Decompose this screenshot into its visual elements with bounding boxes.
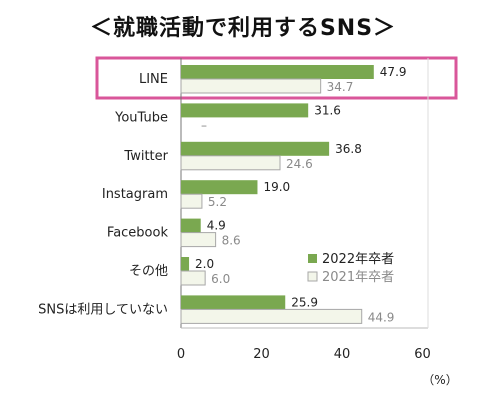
unit-label: （%） xyxy=(422,373,457,387)
data-label-2021: 6.0 xyxy=(211,272,230,286)
bar-2022 xyxy=(181,65,374,79)
bar-2022 xyxy=(181,103,309,118)
bar-2021 xyxy=(180,193,203,209)
bar-2022 xyxy=(181,218,201,233)
category-label: YouTube xyxy=(114,110,168,125)
category-label: Facebook xyxy=(107,226,169,241)
bar-2021 xyxy=(180,78,322,94)
category-label: LINE xyxy=(139,72,168,87)
chart-title: ＜就職活動で利用するSNS＞ xyxy=(89,16,397,41)
bar-2022 xyxy=(181,295,286,310)
category-label: Instagram xyxy=(102,187,168,202)
bar-2022 xyxy=(181,257,190,271)
bar-2021 xyxy=(180,270,206,286)
data-label-2021: 44.9 xyxy=(368,310,395,324)
data-label-2021: 34.7 xyxy=(327,80,354,94)
data-label-2022: 31.6 xyxy=(314,103,341,117)
x-tick-label: 60 xyxy=(414,347,431,362)
bar-2022 xyxy=(181,141,330,156)
category-label: その他 xyxy=(129,264,168,279)
data-label-2022: 25.9 xyxy=(291,295,318,309)
category-label: SNSは利用していない xyxy=(38,302,168,317)
data-label-2022: 2.0 xyxy=(195,257,214,271)
data-label-2021: 8.6 xyxy=(222,234,241,248)
category-label: Twitter xyxy=(123,149,168,164)
data-label-2022: 36.8 xyxy=(335,142,362,156)
bar-2022 xyxy=(181,180,258,195)
x-tick-label: 0 xyxy=(177,347,185,362)
highlight-box xyxy=(95,56,458,100)
legend-swatch-2021 xyxy=(307,271,318,282)
data-label-2021: 24.6 xyxy=(286,157,313,171)
bar-2021 xyxy=(180,232,217,248)
bar-2021 xyxy=(180,308,363,324)
legend-label-2022: 2022年卒者 xyxy=(322,252,394,267)
legend-label-2021: 2021年卒者 xyxy=(322,270,394,285)
x-tick-label: 20 xyxy=(253,347,270,362)
data-label-2022: 4.9 xyxy=(207,219,226,233)
data-label-2021: – xyxy=(201,118,207,132)
bar-2021 xyxy=(180,155,281,171)
data-label-2022: 19.0 xyxy=(263,180,290,194)
x-tick-label: 40 xyxy=(334,347,351,362)
legend-swatch-2022 xyxy=(308,254,317,263)
data-label-2022: 47.9 xyxy=(380,65,407,79)
data-label-2021: 5.2 xyxy=(208,195,227,209)
